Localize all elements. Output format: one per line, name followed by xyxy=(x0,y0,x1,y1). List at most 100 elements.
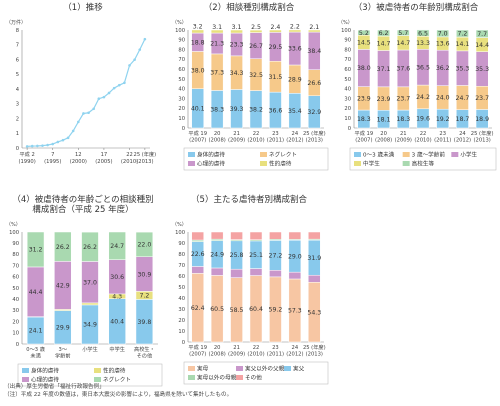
bar-segment xyxy=(308,29,321,33)
chart-title: （3）被虐待者の年齢別構成割合 xyxy=(354,2,479,13)
y-tick-label: 20 xyxy=(344,106,351,112)
trend-point xyxy=(123,81,126,85)
data-label: 37.3 xyxy=(210,69,224,76)
x-tick-label: 25 (年度) xyxy=(471,129,494,137)
legend-box xyxy=(183,147,329,171)
bar-segment xyxy=(210,267,224,276)
bar-segment xyxy=(269,231,282,240)
data-label: 14.5 xyxy=(357,39,371,46)
data-label: 3.1 xyxy=(212,24,222,31)
bar-segment xyxy=(249,29,263,33)
data-label: 24.1 xyxy=(29,328,43,335)
bar-segment xyxy=(210,29,224,34)
data-label: 18.7 xyxy=(456,116,470,123)
legend-label: 中学生 xyxy=(363,160,380,168)
legend-label: 小学生 xyxy=(460,151,477,159)
trend-point xyxy=(36,144,39,148)
data-label: 14.4 xyxy=(475,42,489,49)
y-tick-label: 0 xyxy=(16,342,19,348)
data-label: 26.2 xyxy=(83,244,97,251)
y-tick-label: 0 xyxy=(182,126,185,132)
data-label: 14.1 xyxy=(456,41,470,48)
legend-label: 実父 xyxy=(293,365,305,373)
legend-swatch xyxy=(94,377,101,382)
x-tick-sublabel: (2011) xyxy=(267,138,284,144)
data-label: 23.9 xyxy=(377,96,391,103)
data-label: 24.0 xyxy=(436,95,450,102)
notes: （出典）厚生労働省「福祉行政報告例」 （注）平成 22 年度の数値は，東日本大震… xyxy=(4,383,496,399)
x-tick-label: 平成 19 xyxy=(188,343,207,351)
x-tick-label: 7 xyxy=(51,152,54,158)
trend-point xyxy=(97,97,101,101)
bar-segment xyxy=(357,29,371,36)
bar-segment xyxy=(308,274,321,283)
source-note: （出典）厚生労働省「福祉行政報告例」 xyxy=(4,384,105,390)
data-label: 22.6 xyxy=(191,251,205,258)
data-label: 2.4 xyxy=(271,24,281,31)
bar-segment xyxy=(230,268,243,278)
x-tick-label: 12 xyxy=(75,152,82,158)
y-tick-label: 100 xyxy=(341,28,351,34)
data-label: 23.7 xyxy=(475,95,489,102)
legend-label: 高校生等 xyxy=(412,160,435,168)
y-tick-label: 6 xyxy=(16,57,19,63)
trend-point xyxy=(71,129,75,133)
x-tick-label: 25 (年度) xyxy=(134,150,157,158)
data-label: 24.7 xyxy=(456,95,470,102)
legend-swatch xyxy=(451,152,459,157)
legend-swatch xyxy=(188,375,195,380)
data-label: 14.7 xyxy=(396,40,410,47)
x-tick-label: 22 xyxy=(253,345,260,351)
y-tick-label: 50 xyxy=(178,77,185,83)
bar-segment xyxy=(81,231,99,262)
data-label: 35.3 xyxy=(456,65,470,72)
data-label: 38.2 xyxy=(249,106,263,113)
bar-segment xyxy=(108,231,126,260)
legend-label: 身体的虐待 xyxy=(31,367,59,375)
trend-point xyxy=(92,107,95,111)
x-tick-sublabel: (2009) xyxy=(228,138,245,144)
data-label: 62.4 xyxy=(191,305,205,312)
y-tick-label: 0 xyxy=(182,340,185,346)
x-tick-label: 24 xyxy=(292,131,299,137)
legend-label: 性的虐待 xyxy=(269,160,292,168)
legend-label: その他 xyxy=(245,374,262,382)
data-label: 57.3 xyxy=(288,308,302,315)
data-label: 19.2 xyxy=(436,116,450,123)
data-label: 33.6 xyxy=(288,46,302,53)
data-label: 29.0 xyxy=(288,253,302,260)
bar-segment xyxy=(308,231,321,240)
x-tick-label: 20 xyxy=(214,131,221,137)
x-tick-sublabel: (2011) xyxy=(267,352,284,358)
y-tick-label: 40 xyxy=(12,297,19,303)
bar-segment xyxy=(436,29,450,38)
x-tick-label: 20 xyxy=(380,131,387,137)
y-tick-label: 80 xyxy=(178,47,185,53)
legend-label: 実父以外の父親 xyxy=(245,365,285,373)
bar-segment xyxy=(191,266,204,274)
y-tick-label: 30 xyxy=(178,96,185,102)
data-label: 4.3 xyxy=(112,294,122,301)
x-tick-sublabel: (2012) xyxy=(286,138,303,144)
data-label: 26.2 xyxy=(56,244,70,251)
data-label: 39.3 xyxy=(230,106,244,113)
legend-label: 心理的虐待 xyxy=(197,160,225,168)
legend-swatch xyxy=(236,366,243,371)
trend-point xyxy=(56,140,60,144)
legend-swatch xyxy=(188,161,195,166)
y-tick-label: 10 xyxy=(178,116,185,122)
chart-svg: （5）主たる虐待者別構成割合 0 10 20 30 40 50 60 70 80 90 100 （%） 6… xyxy=(172,194,329,385)
legend-swatch xyxy=(22,377,29,382)
data-label: 18.8 xyxy=(191,39,205,46)
data-label: 18.1 xyxy=(377,116,391,123)
x-tick-label: 25 (年度) xyxy=(303,343,326,351)
legend-label: 3 歳～学齢前 xyxy=(412,151,446,159)
legend-swatch xyxy=(284,366,291,371)
x-tick-sublabel: (2007) xyxy=(189,138,206,144)
data-label: 34.9 xyxy=(83,322,97,329)
legend-label: 心理的虐待 xyxy=(31,376,59,384)
data-label: 35.4 xyxy=(288,108,302,115)
bar-segment xyxy=(230,231,243,240)
y-tick-label: 7 xyxy=(16,43,19,49)
